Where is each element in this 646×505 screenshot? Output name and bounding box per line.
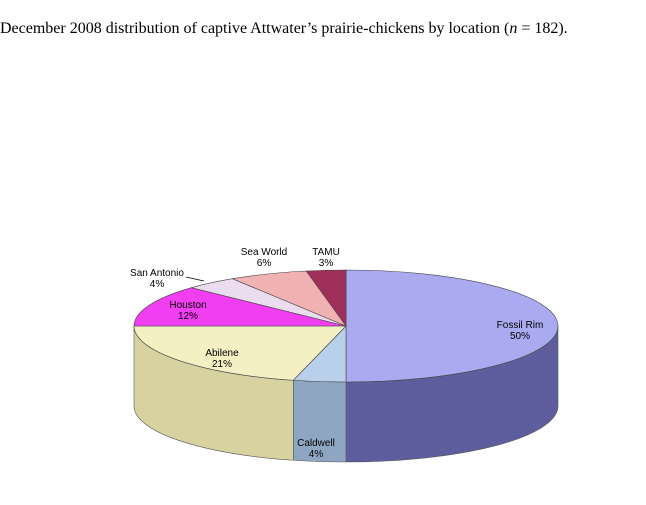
pie-sides — [133, 325, 559, 463]
slice-label-abilene: Abilene 21% — [205, 348, 239, 370]
caption-n-symbol: n — [509, 20, 518, 37]
slice-label-caldwell: Caldwell 4% — [297, 438, 335, 460]
slice-label-houston: Houston 12% — [169, 300, 206, 322]
leader-lines — [185, 276, 205, 282]
slice-labels: Fossil Rim 50% Caldwell 4% Abilene 21% Houston… — [130, 247, 543, 460]
slice-houston — [133, 287, 347, 327]
slice-label-fossil-rim: Fossil Rim 50% — [497, 320, 544, 342]
figure-caption: December 2008 distribution of captive At… — [0, 20, 640, 38]
slice-label-tamu: TAMU 3% — [312, 247, 340, 269]
slice-fossil-rim — [345, 269, 559, 383]
caption-text: December 2008 distribution of captive At… — [0, 20, 510, 37]
pie-slices — [133, 269, 559, 383]
leader-line-san-antonio — [185, 276, 205, 282]
caption-n-value: = 182). — [517, 20, 568, 37]
slice-abilene — [133, 325, 347, 381]
slice-label-san-antonio: San Antonio 4% — [130, 268, 184, 290]
slice-label-sea-world: Sea World 6% — [241, 247, 288, 269]
slice-tamu — [305, 269, 347, 327]
